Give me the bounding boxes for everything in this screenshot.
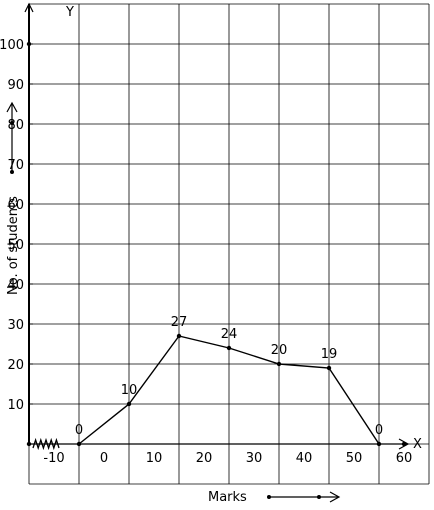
y-tick-label: 20: [7, 358, 24, 373]
y-tick-label: 50: [7, 238, 24, 253]
x-axis-title: Marks: [208, 490, 247, 505]
y-axis-letter: Y: [65, 5, 74, 20]
data-point: [226, 345, 232, 351]
x-tick-label: 60: [396, 451, 413, 466]
data-label: 0: [375, 423, 383, 438]
x-tick-label: 10: [146, 451, 163, 466]
data-point: [176, 333, 182, 339]
axes: [24, 2, 410, 451]
y-tick-label: 90: [7, 78, 24, 93]
data-label: 24: [221, 327, 238, 342]
data-point: [376, 441, 382, 447]
y-tick-label: 60: [7, 198, 24, 213]
series: 0 10 27 24 20 19 0: [75, 315, 383, 447]
x-axis-break-zigzag: [32, 437, 60, 451]
x-axis-end-dot: [401, 441, 407, 447]
x-tick-label: 50: [346, 451, 363, 466]
x-axis-arrow-indicator: [267, 491, 341, 503]
data-label: 19: [321, 347, 338, 362]
x-axis-arrowhead: [398, 438, 410, 450]
x-tick-label: 20: [196, 451, 213, 466]
data-point: [276, 361, 282, 367]
y-tick-label: 100: [0, 38, 24, 53]
y-tick-label: 10: [7, 398, 24, 413]
y-axis-arrowhead: [24, 2, 34, 13]
x-tick-label: 0: [100, 451, 108, 466]
data-label: 27: [171, 315, 188, 330]
data-label: 20: [271, 343, 288, 358]
y-tick-label: 70: [7, 158, 24, 173]
data-label: 10: [121, 383, 138, 398]
x-tick-label: -10: [43, 451, 64, 466]
x-tick-label: 30: [246, 451, 263, 466]
data-point: [126, 401, 132, 407]
x-tick-label: 40: [296, 451, 313, 466]
data-label: 0: [75, 423, 83, 438]
y-tick-label: 80: [7, 118, 24, 133]
grid: [28, 3, 430, 485]
y-axis-title: No. of students: [6, 196, 21, 295]
y-axis-arrow-indicator: [6, 101, 18, 174]
x-axis-letter: X: [413, 437, 422, 452]
data-point: [76, 441, 82, 447]
y-tick-label: 30: [7, 318, 24, 333]
origin-dot: [26, 441, 32, 447]
data-point: [326, 365, 332, 371]
y-tick-label: 40: [7, 278, 24, 293]
